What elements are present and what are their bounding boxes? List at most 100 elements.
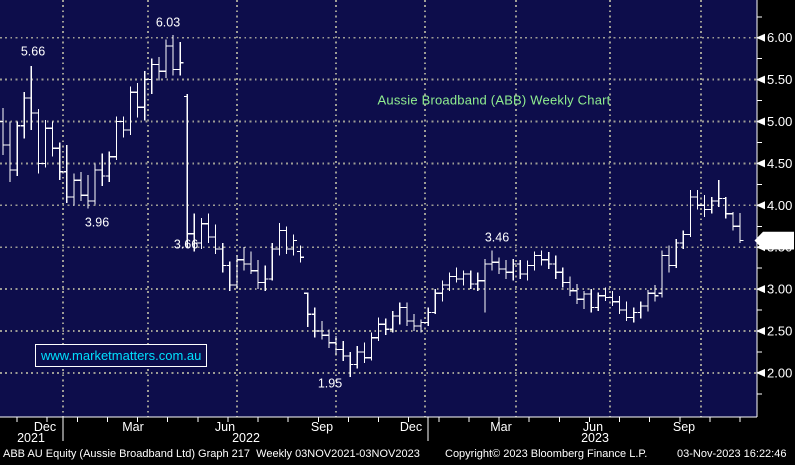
ohlc-bar	[375, 317, 383, 342]
price-chart[interactable]: Dec Mar Jun Sep Dec Mar Jun Sep 2021 2022 2023 6.00…	[0, 0, 795, 445]
ohlc-bars	[0, 35, 744, 378]
chart-title: Aussie Broadband (ABB) Weekly Chart	[377, 92, 611, 108]
ohlc-bar	[679, 230, 687, 249]
y-major-tick-arrow	[756, 327, 765, 335]
ohlc-bar	[27, 66, 35, 130]
ohlc-bar	[460, 270, 468, 286]
ohlc-bar	[516, 259, 524, 280]
ohlc-bar	[212, 224, 220, 254]
ohlc-bar	[49, 121, 57, 157]
ohlc-bar	[467, 270, 475, 290]
ohlc-bar	[240, 247, 248, 271]
month-label: Jun	[215, 420, 235, 434]
month-label: Dec	[34, 420, 56, 434]
ohlc-bar	[34, 108, 42, 174]
ohlc-bar	[282, 226, 290, 254]
ohlc-bar	[651, 284, 659, 302]
y-tick-label: 6.00	[767, 30, 792, 45]
grid	[0, 0, 757, 417]
y-tick-label: 5.00	[767, 114, 792, 129]
ohlc-bar	[509, 258, 517, 281]
ohlc-bar	[715, 180, 723, 207]
ohlc-bar	[530, 251, 538, 271]
month-label: Jun	[583, 420, 603, 434]
ohlc-bar	[453, 267, 461, 283]
ohlc-bar	[616, 295, 624, 315]
ohlc-bar	[445, 272, 453, 291]
ohlc-bar	[119, 116, 127, 138]
ohlc-bar	[637, 301, 645, 319]
ohlc-bar	[353, 346, 361, 369]
ohlc-bar	[722, 196, 730, 219]
ohlc-bar	[389, 310, 397, 333]
year-label: 2023	[581, 431, 609, 443]
ohlc-bar	[219, 243, 227, 273]
ohlc-bar	[297, 245, 305, 263]
ohlc-bar	[346, 351, 354, 378]
ohlc-bar	[580, 290, 588, 310]
ohlc-bar	[488, 250, 496, 271]
y-tick-label: 5.50	[767, 72, 792, 87]
ohlc-bar	[91, 163, 99, 205]
ohlc-bar	[502, 259, 510, 280]
month-label: Mar	[490, 420, 512, 434]
month-label: Dec	[400, 420, 422, 434]
ohlc-bar	[162, 39, 170, 78]
price-annotation: 5.66	[21, 45, 45, 59]
y-tick-label: 2.00	[767, 365, 792, 380]
ohlc-bar	[127, 86, 135, 135]
ohlc-bar	[552, 255, 560, 280]
ohlc-bar	[438, 280, 446, 302]
price-annotations: 5.66 6.03 3.96 3.66 3.46 1.95	[21, 16, 509, 391]
ohlc-bar	[424, 307, 432, 326]
ohlc-bar	[538, 250, 546, 266]
ohlc-bar	[623, 301, 631, 321]
watermark-box: www.marketmatters.com.au	[35, 344, 208, 367]
ohlc-bar	[105, 151, 113, 182]
timestamp: 03-Nov-2023 16:22:46	[677, 448, 787, 460]
ohlc-bar	[630, 307, 638, 323]
y-axis-labels: 6.005.505.004.504.003.503.002.502.00	[756, 16, 792, 395]
ohlc-bar	[304, 292, 312, 327]
ohlc-bar	[410, 314, 418, 331]
x-axis-labels: Dec Mar Jun Sep Dec Mar Jun Sep 2021 2022 2023	[17, 420, 695, 445]
ohlc-bar	[431, 289, 439, 315]
status-bar: ABB AU Equity (Aussie Broadband Ltd) Gra…	[0, 443, 795, 465]
ohlc-bar	[601, 287, 609, 301]
ohlc-bar	[672, 238, 680, 269]
y-major-tick-arrow	[756, 117, 765, 126]
ohlc-bar	[275, 222, 283, 256]
ohlc-bar	[708, 196, 716, 214]
month-label: Mar	[122, 420, 144, 434]
price-annotation: 6.03	[156, 16, 180, 30]
ohlc-bar	[339, 341, 347, 362]
y-tick-label: 4.50	[767, 156, 792, 171]
ohlc-bar	[481, 258, 489, 313]
last-price-tag: 3.58	[754, 231, 794, 250]
ohlc-bar	[268, 243, 276, 281]
ohlc-bar	[13, 121, 21, 176]
ohlc-bar	[6, 121, 14, 182]
y-major-tick-arrow	[756, 368, 765, 377]
ohlc-bar	[701, 195, 709, 218]
ohlc-bar	[247, 251, 255, 275]
price-annotation: 3.46	[485, 231, 509, 245]
ohlc-bar	[226, 261, 234, 291]
ohlc-bar	[325, 329, 333, 348]
ohlc-bar	[360, 342, 368, 363]
price-annotation: 1.95	[318, 377, 342, 391]
ohlc-bar	[693, 190, 701, 210]
ohlc-bar	[545, 252, 553, 269]
ohlc-bar	[594, 292, 602, 311]
y-major-tick-arrow	[756, 201, 765, 210]
last-price-box	[754, 231, 794, 250]
ohlc-bar	[155, 56, 163, 81]
y-tick-label: 4.00	[767, 198, 792, 213]
ohlc-bar	[382, 318, 390, 336]
ohlc-bar	[403, 302, 411, 326]
ohlc-bar	[20, 92, 28, 139]
ohlc-bar	[311, 307, 319, 338]
ohlc-bar	[134, 82, 142, 118]
price-annotation: 3.96	[85, 216, 109, 230]
